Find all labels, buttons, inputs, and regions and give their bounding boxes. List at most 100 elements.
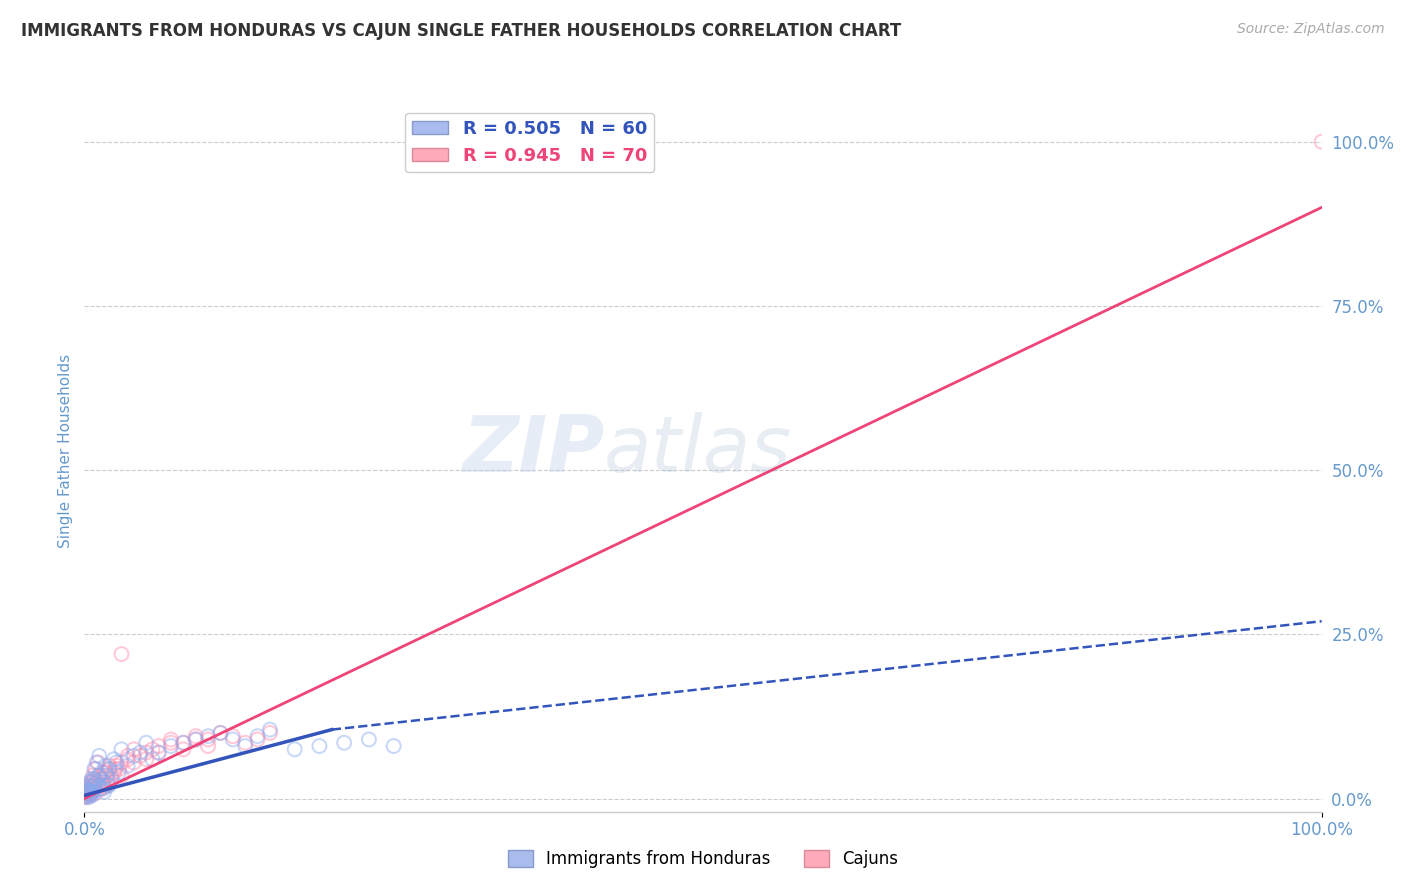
Point [77, 790, 100, 805]
Point [246, 732, 269, 747]
Point [93, 765, 115, 780]
Point [87, 779, 110, 793]
Point [259, 723, 281, 737]
Point [84, 786, 107, 800]
Text: atlas: atlas [605, 412, 792, 489]
Point [148, 746, 170, 760]
Point [76, 789, 98, 804]
Point [79, 786, 101, 800]
Point [76, 786, 98, 800]
Point [80, 772, 103, 786]
Point [75, 786, 97, 800]
Point [197, 739, 219, 753]
Point [89, 769, 111, 783]
Point [80, 789, 103, 803]
Point [197, 732, 219, 747]
Point [122, 748, 145, 763]
Point [172, 742, 194, 756]
Point [160, 739, 183, 753]
Point [105, 758, 128, 772]
Text: ZIP: ZIP [461, 412, 605, 489]
Point [122, 742, 145, 756]
Point [100, 772, 122, 786]
Point [284, 742, 307, 756]
Point [110, 769, 132, 783]
Point [148, 739, 170, 753]
Point [75, 789, 97, 803]
Point [141, 742, 163, 756]
Point [83, 779, 105, 793]
Point [73, 790, 96, 805]
Text: IMMIGRANTS FROM HONDURAS VS CAJUN SINGLE FATHER HOUSEHOLDS CORRELATION CHART: IMMIGRANTS FROM HONDURAS VS CAJUN SINGLE… [21, 22, 901, 40]
Point [79, 786, 101, 800]
Point [135, 746, 157, 760]
Point [382, 739, 405, 753]
Point [91, 775, 114, 789]
Point [308, 739, 330, 753]
Point [89, 748, 111, 763]
Point [129, 748, 152, 763]
Point [77, 785, 100, 799]
Point [84, 762, 107, 776]
Point [160, 736, 183, 750]
Point [129, 746, 152, 760]
Point [82, 783, 104, 797]
Point [104, 762, 127, 776]
Point [259, 726, 281, 740]
Point [97, 779, 120, 793]
Point [357, 732, 380, 747]
Point [98, 762, 121, 776]
Point [87, 779, 110, 793]
Point [79, 789, 101, 803]
Point [83, 762, 105, 776]
Point [79, 779, 101, 793]
Point [184, 729, 207, 743]
Point [96, 769, 118, 783]
Point [108, 765, 131, 780]
Point [82, 769, 104, 783]
Point [233, 736, 256, 750]
Point [76, 785, 98, 799]
Point [117, 748, 139, 763]
Point [79, 779, 101, 793]
Point [83, 781, 105, 796]
Point [75, 789, 97, 804]
Point [86, 756, 108, 770]
Point [77, 786, 100, 800]
Point [82, 785, 104, 799]
Point [246, 729, 269, 743]
Point [89, 769, 111, 783]
Point [184, 732, 207, 747]
Point [80, 785, 103, 799]
Point [91, 775, 114, 789]
Point [91, 781, 114, 796]
Point [172, 736, 194, 750]
Point [98, 758, 121, 772]
Point [135, 736, 157, 750]
Point [94, 780, 117, 794]
Point [76, 783, 98, 797]
Point [141, 752, 163, 766]
Point [83, 772, 105, 786]
Point [86, 775, 108, 789]
Point [333, 736, 356, 750]
Point [82, 780, 104, 794]
Point [89, 781, 111, 796]
Point [97, 777, 120, 791]
Point [77, 781, 100, 796]
Point [80, 780, 103, 794]
Point [75, 789, 97, 803]
Point [80, 775, 103, 789]
Point [83, 777, 105, 791]
Point [96, 769, 118, 783]
Point [197, 729, 219, 743]
Point [110, 756, 132, 770]
Point [110, 647, 132, 661]
Point [117, 752, 139, 766]
Point [91, 779, 114, 793]
Point [90, 772, 112, 786]
Point [79, 789, 101, 803]
Point [160, 732, 183, 747]
Point [84, 781, 107, 796]
Point [148, 746, 170, 760]
